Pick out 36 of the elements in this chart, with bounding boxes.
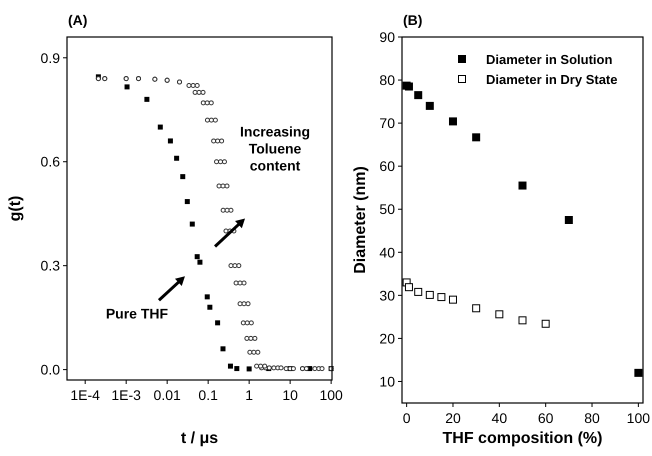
y-axis-title: Diameter (nm) <box>352 166 369 274</box>
x-tick-label: 60 <box>538 410 554 426</box>
x-tick-label: 100 <box>319 387 344 403</box>
y-tick-label: 10 <box>379 373 396 390</box>
x-tick-label: 1E-3 <box>111 387 142 403</box>
y-tick-label: 90 <box>379 29 396 45</box>
x-tick-label: 0 <box>402 410 411 426</box>
x-tick-label: 20 <box>445 410 461 426</box>
x-tick-label: 100 <box>626 410 650 426</box>
chart-title: (B) <box>403 12 422 28</box>
x-tick-label: 1 <box>245 387 254 403</box>
y-tick-label: 70 <box>379 115 396 132</box>
y-tick-label: 0.9 <box>40 50 60 66</box>
x-tick-label: 10 <box>282 387 298 403</box>
chart-title: (A) <box>68 12 88 28</box>
annotation: Pure THF <box>106 305 169 322</box>
x-axis-title: THF composition (%) <box>442 430 602 447</box>
y-tick-label: 0.0 <box>40 362 60 378</box>
x-tick-label: 0.1 <box>198 387 218 403</box>
y-tick-label: 50 <box>379 201 396 218</box>
y-tick-label: 40 <box>379 244 396 260</box>
x-tick-label: 0.01 <box>154 387 182 403</box>
y-tick-label: 20 <box>379 330 396 346</box>
legend-label: Diameter in Solution <box>486 52 612 67</box>
x-axis-title: t / μs <box>180 430 218 447</box>
legend-label: Diameter in Dry State <box>486 72 618 87</box>
x-tick-label: 1E-4 <box>70 387 100 403</box>
y-tick-label: 80 <box>379 72 396 88</box>
y-tick-label: 0.6 <box>40 154 60 170</box>
x-tick-label: 80 <box>584 410 600 426</box>
y-axis-title: g(t) <box>7 196 24 222</box>
x-tick-label: 40 <box>492 410 508 426</box>
y-tick-label: 0.3 <box>40 258 60 274</box>
y-tick-label: 30 <box>379 287 396 304</box>
annotation: Increasing Toluene content <box>240 123 310 174</box>
y-tick-label: 60 <box>379 158 396 174</box>
